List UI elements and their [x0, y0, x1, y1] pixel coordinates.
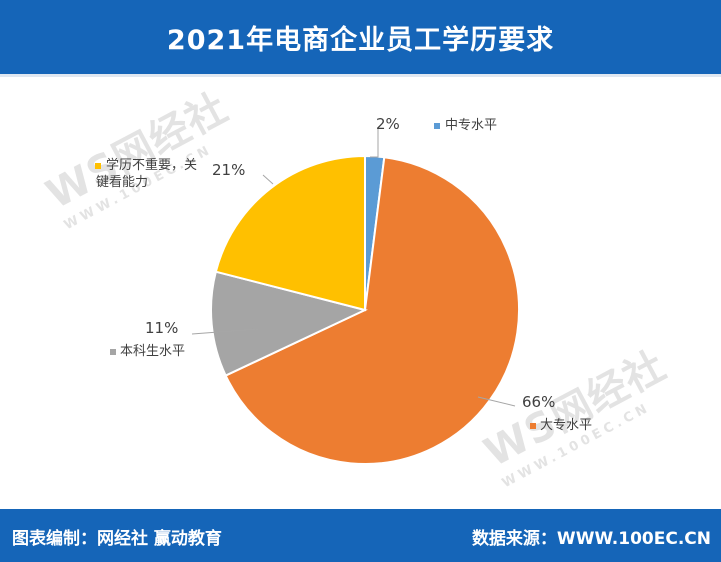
leader-lines	[191, 129, 516, 407]
pie-slices	[210, 154, 520, 465]
pie-chart: 2% 中专水平 66% 大专水平 11% 本科生水平 21% 学历不重要，关键看能力	[95, 115, 592, 465]
legend-marker-1	[434, 123, 440, 129]
category-label-2: 大专水平	[540, 418, 592, 433]
legend-marker-4	[95, 163, 101, 169]
category-label-4: 学历不重要，关键看能力	[96, 157, 197, 190]
category-label-3: 本科生水平	[120, 344, 185, 359]
percent-label-1: 2%	[376, 115, 400, 133]
category-label-1: 中专水平	[445, 118, 497, 133]
pie-slice-2	[224, 156, 520, 465]
chart-footer: 图表编制：网经社 赢动教育 数据来源：WWW.100EC.CN	[0, 509, 721, 562]
chart-header: 2021年电商企业员工学历要求	[0, 0, 721, 74]
legend-marker-3	[110, 349, 116, 355]
legend-marker-2	[530, 423, 536, 429]
data-source: 数据来源：WWW.100EC.CN	[471, 529, 711, 549]
leader-line-2	[477, 396, 516, 407]
compiled-by: 图表编制：网经社 赢动教育	[12, 529, 222, 549]
leader-line-4	[262, 174, 274, 185]
chart-title: 2021年电商企业员工学历要求	[166, 24, 555, 56]
pie-slice-4	[214, 154, 366, 312]
leader-line-3	[191, 328, 259, 335]
data-labels: 2% 中专水平 66% 大专水平 11% 本科生水平 21% 学历不重要，关键看能力	[95, 115, 592, 433]
leader-line-1	[370, 129, 379, 158]
percent-label-4: 21%	[212, 161, 245, 179]
percent-label-2: 66%	[522, 393, 555, 411]
percent-label-3: 11%	[145, 319, 178, 337]
pie-slice-3	[210, 270, 368, 377]
header-divider	[0, 74, 721, 77]
